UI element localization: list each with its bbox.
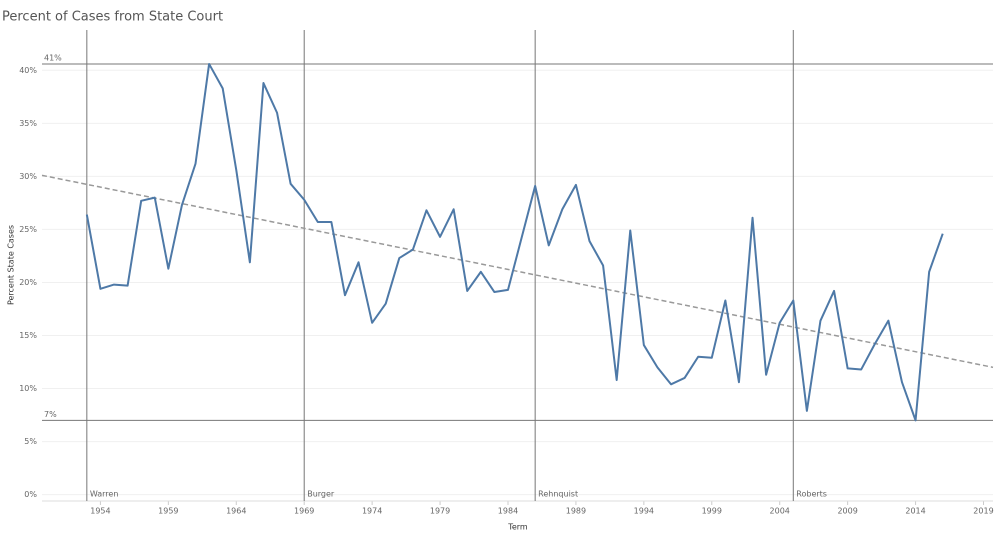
x-tick-label: 1959: [158, 507, 178, 516]
x-tick-label: 1989: [566, 507, 586, 516]
chart-title: Percent of Cases from State Court: [2, 10, 223, 25]
era-label: Roberts: [796, 490, 827, 499]
x-tick-label: 1984: [498, 507, 518, 516]
era-label: Burger: [307, 490, 335, 499]
data-line: [85, 62, 944, 422]
x-tick-label: 2014: [905, 507, 925, 516]
x-tick-label: 2009: [837, 507, 857, 516]
era-label: Warren: [90, 490, 119, 499]
x-tick-label: 1999: [702, 507, 722, 516]
y-tick-label: 10%: [19, 384, 37, 393]
x-tick-label: 2019: [973, 507, 993, 516]
y-tick-label: 35%: [19, 119, 37, 128]
era-label: Rehnquist: [538, 490, 578, 499]
x-axis-title: Term: [507, 523, 528, 532]
y-tick-label: 25%: [19, 225, 37, 234]
x-tick-label: 1974: [362, 507, 382, 516]
x-tick-label: 2004: [770, 507, 790, 516]
x-tick-label: 1994: [634, 507, 654, 516]
y-tick-label: 30%: [19, 172, 37, 181]
x-tick-label: 1979: [430, 507, 450, 516]
x-tick-label: 1964: [226, 507, 246, 516]
y-axis-title: Percent State Cases: [7, 225, 16, 305]
y-tick-label: 40%: [19, 66, 37, 75]
y-tick-label: 15%: [19, 331, 37, 340]
x-tick-label: 1954: [90, 507, 110, 516]
trend-line: [41, 174, 994, 369]
y-tick-label: 5%: [24, 437, 37, 446]
y-tick-label: 0%: [24, 490, 37, 499]
y-tick-label: 20%: [19, 278, 37, 287]
reference-label: 41%: [44, 53, 62, 62]
reference-label: 7%: [44, 410, 57, 419]
x-tick-label: 1969: [294, 507, 314, 516]
